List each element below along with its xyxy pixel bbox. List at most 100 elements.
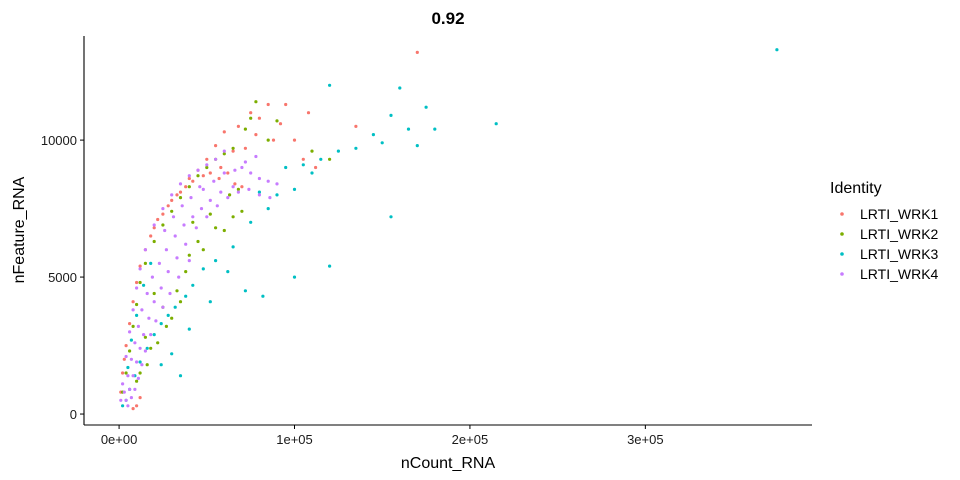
data-point: [328, 83, 332, 87]
legend: Identity LRTI_WRK1 LRTI_WRK2 LRTI_WRK3 LRTI…: [830, 180, 939, 282]
data-point: [128, 387, 132, 391]
data-point: [254, 100, 258, 104]
data-point: [415, 50, 419, 55]
data-point: [175, 289, 179, 293]
data-point: [217, 176, 221, 181]
data-point: [170, 352, 174, 356]
data-point: [184, 185, 188, 189]
legend-label: LRTI_WRK2: [860, 226, 939, 242]
data-point: [124, 371, 128, 375]
data-point: [205, 163, 209, 167]
data-point: [180, 204, 184, 208]
data-point: [196, 174, 200, 178]
data-point: [143, 349, 147, 353]
data-point: [133, 387, 137, 391]
data-point: [257, 176, 261, 181]
data-point: [145, 346, 149, 350]
data-point: [152, 333, 156, 337]
data-point: [284, 102, 288, 107]
data-point: [328, 264, 332, 268]
data-point: [226, 171, 230, 175]
data-point: [173, 234, 177, 238]
data-point: [189, 196, 193, 200]
data-point: [222, 152, 226, 156]
x-tick-label: 0e+00: [101, 432, 138, 447]
data-point: [131, 374, 135, 378]
data-point: [136, 324, 140, 328]
data-point: [131, 300, 135, 304]
data-point: [170, 316, 174, 320]
data-point: [138, 264, 142, 268]
data-point: [266, 102, 270, 107]
data-point: [275, 119, 279, 123]
data-point: [143, 248, 147, 252]
data-point: [161, 305, 165, 309]
data-point: [214, 226, 218, 230]
data-point: [145, 291, 149, 296]
data-point: [433, 127, 437, 131]
data-point: [187, 174, 191, 178]
data-point: [199, 207, 204, 211]
data-point: [126, 404, 130, 408]
data-point: [164, 324, 168, 328]
data-point: [126, 374, 130, 378]
data-point: [310, 171, 314, 175]
data-point: [214, 259, 218, 263]
data-point: [124, 354, 128, 359]
data-point: [135, 360, 139, 364]
data-point: [128, 330, 132, 334]
data-point: [140, 308, 144, 312]
data-point: [170, 193, 174, 197]
data-point: [159, 322, 163, 326]
series-lrti-wrk2: [121, 100, 332, 394]
data-point: [121, 382, 125, 386]
x-ticks: 0e+00 1e+05 2e+05 3e+05: [101, 425, 664, 447]
data-point: [128, 349, 132, 353]
data-point: [135, 404, 139, 408]
data-point: [292, 138, 297, 142]
data-point: [319, 157, 323, 161]
data-point: [138, 396, 142, 400]
data-point: [271, 138, 276, 142]
data-point: [166, 313, 170, 317]
data-point: [354, 146, 358, 150]
data-point: [222, 171, 226, 175]
data-point: [406, 127, 411, 131]
data-point: [184, 242, 188, 246]
data-point: [240, 165, 244, 170]
data-point: [261, 294, 265, 298]
data-point: [424, 105, 428, 109]
data-point: [157, 261, 161, 265]
x-tick-label: 3e+05: [627, 432, 664, 447]
data-point: [292, 187, 297, 191]
data-point: [152, 300, 156, 304]
data-point: [231, 185, 235, 189]
data-point: [184, 294, 188, 298]
data-point: [208, 212, 212, 216]
data-point: [175, 256, 179, 260]
legend-title: Identity: [830, 180, 882, 197]
data-point: [243, 146, 247, 150]
data-point: [257, 193, 261, 197]
data-point: [266, 138, 270, 142]
data-point: [187, 176, 191, 181]
data-point: [231, 149, 235, 153]
y-ticks: 0 5000 10000: [41, 133, 84, 422]
data-point: [149, 234, 153, 238]
data-point: [243, 127, 247, 131]
data-point: [131, 308, 135, 312]
data-point: [147, 316, 151, 320]
legend-key: [840, 232, 844, 236]
data-point: [187, 253, 191, 257]
data-point: [149, 261, 153, 265]
data-point: [243, 160, 247, 164]
data-point: [212, 179, 216, 183]
data-point: [415, 144, 419, 148]
data-point: [129, 357, 133, 361]
data-point: [126, 365, 130, 370]
data-point: [159, 363, 163, 367]
legend-key: [840, 272, 844, 276]
series-lrti-wrk3: [121, 48, 779, 408]
data-point: [205, 157, 209, 161]
data-point: [140, 363, 144, 367]
